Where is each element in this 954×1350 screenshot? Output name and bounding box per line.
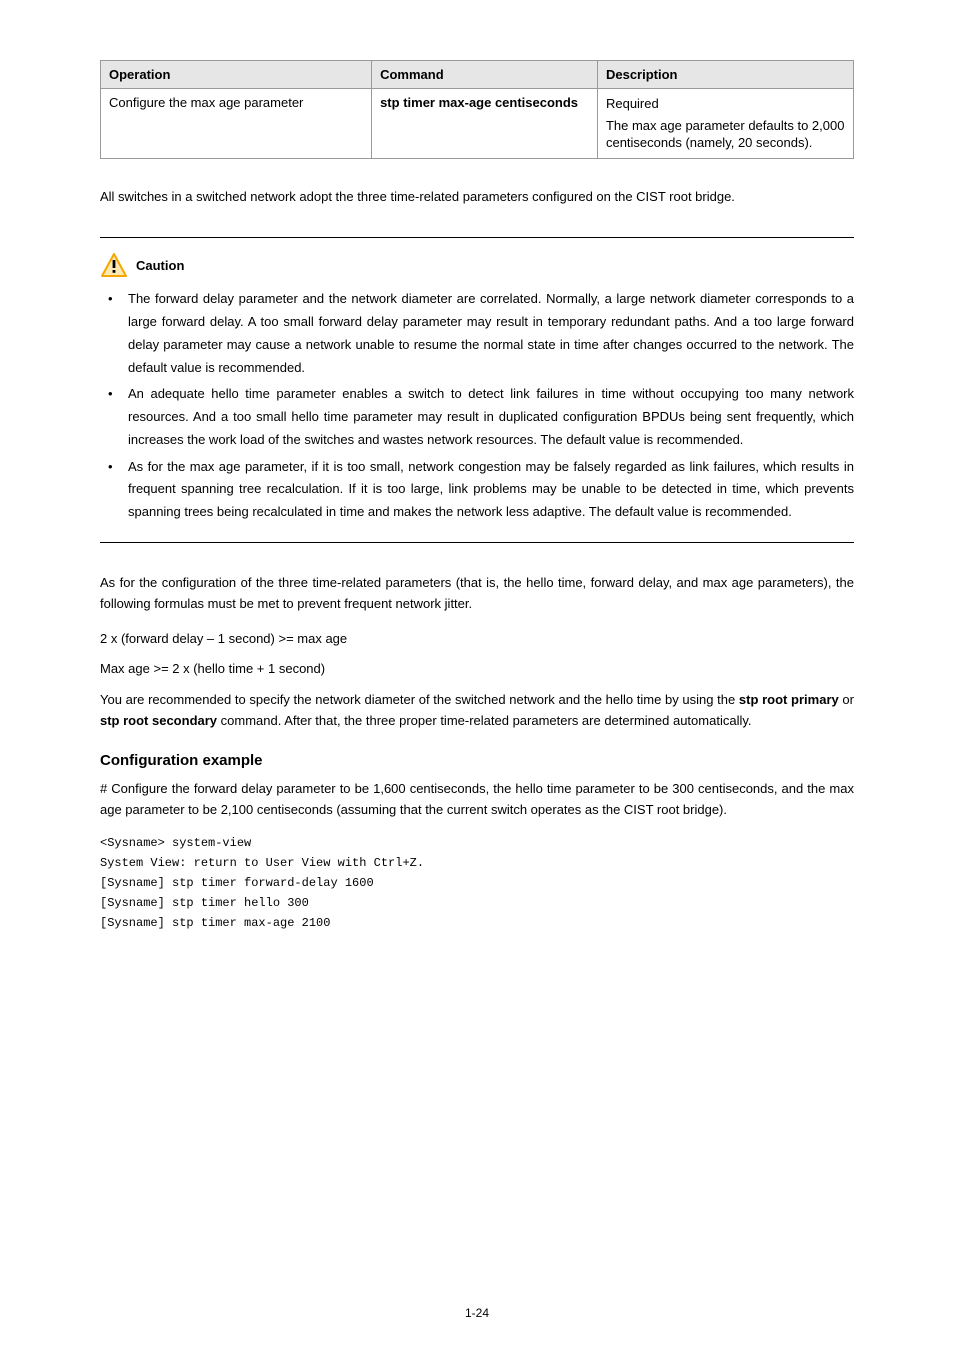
recommendation-paragraph: You are recommended to specify the netwo… [100, 690, 854, 732]
rec-post: command. After that, the three proper ti… [217, 713, 751, 728]
caution-header: Caution [100, 252, 854, 278]
example-paragraph: # Configure the forward delay parameter … [100, 779, 854, 821]
cmd-line: [Sysname] stp timer max-age 2100 [100, 914, 854, 932]
cmd-line: <Sysname> system-view [100, 834, 854, 852]
post-caution-paragraph: As for the configuration of the three ti… [100, 573, 854, 615]
intro-paragraph: All switches in a switched network adopt… [100, 187, 854, 208]
caution-bang-bar [113, 260, 116, 268]
cmd-line: System View: return to User View with Ct… [100, 854, 854, 872]
desc-required: Required [606, 95, 845, 113]
cmd-line: [Sysname] stp timer forward-delay 1600 [100, 874, 854, 892]
formula-1: 2 x (forward delay – 1 second) >= max ag… [100, 629, 854, 650]
cell-description: Required The max age parameter defaults … [597, 89, 853, 159]
cmd-line: [Sysname] stp timer hello 300 [100, 894, 854, 912]
rec-cmd-2: stp root secondary [100, 713, 217, 728]
rec-pre: You are recommended to specify the netwo… [100, 692, 739, 707]
command-lines: <Sysname> system-view System View: retur… [100, 834, 854, 932]
parameter-table: Operation Command Description Configure … [100, 60, 854, 159]
caution-bang-dot [113, 270, 116, 273]
rec-mid: or [839, 692, 854, 707]
caution-icon [100, 252, 128, 278]
table-header-row: Operation Command Description [101, 61, 854, 89]
caution-item: An adequate hello time parameter enables… [100, 383, 854, 451]
col-operation: Operation [101, 61, 372, 89]
page-container: Operation Command Description Configure … [0, 0, 954, 1350]
table-row: Configure the max age parameter stp time… [101, 89, 854, 159]
caution-label: Caution [136, 258, 184, 273]
rec-cmd-1: stp root primary [739, 692, 839, 707]
caution-list: The forward delay parameter and the netw… [100, 288, 854, 524]
caution-rule-bottom [100, 542, 854, 543]
col-description: Description [597, 61, 853, 89]
caution-item: The forward delay parameter and the netw… [100, 288, 854, 379]
formula-2: Max age >= 2 x (hello time + 1 second) [100, 659, 854, 680]
desc-default: The max age parameter defaults to 2,000 … [606, 117, 845, 152]
table-header: Operation Command Description [101, 61, 854, 89]
caution-block: Caution The forward delay parameter and … [100, 237, 854, 543]
caution-rule-top [100, 237, 854, 238]
cell-operation: Configure the max age parameter [101, 89, 372, 159]
page-number: 1-24 [0, 1306, 954, 1320]
caution-item: As for the max age parameter, if it is t… [100, 456, 854, 524]
cell-command-text: stp timer max-age centiseconds [380, 95, 578, 110]
col-command: Command [372, 61, 598, 89]
cell-command: stp timer max-age centiseconds [372, 89, 598, 159]
example-heading: Configuration example [100, 752, 854, 769]
